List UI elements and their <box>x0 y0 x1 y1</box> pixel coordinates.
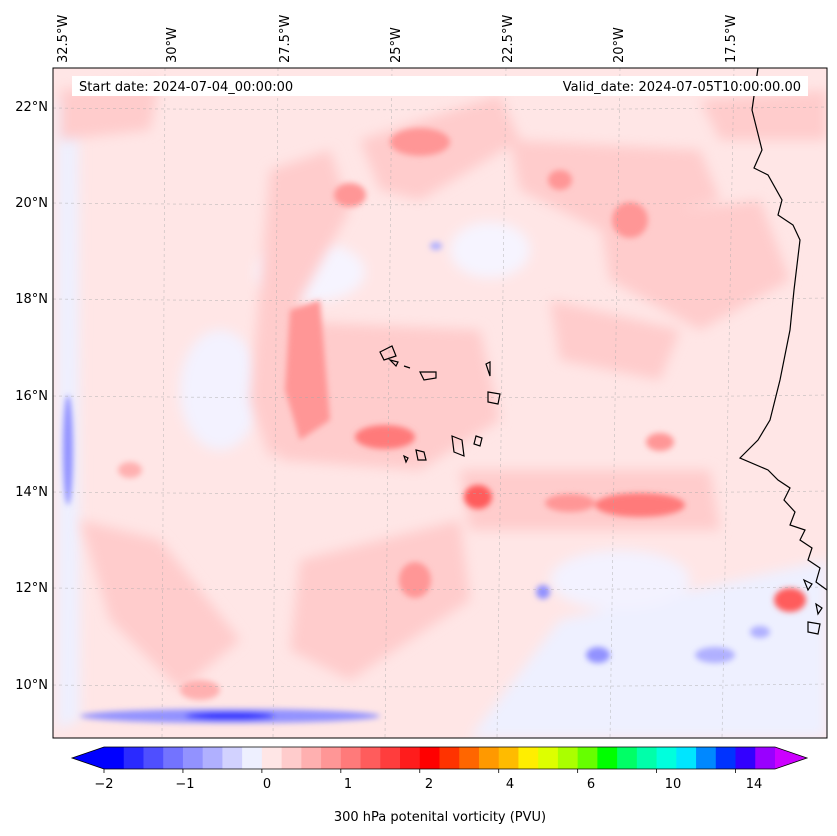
colorbar-cell <box>222 747 243 769</box>
lon-tick-label: 17.5°W <box>724 15 739 63</box>
colorbar-cell <box>617 747 638 769</box>
colorbar-over-arrow <box>775 747 807 769</box>
lat-tick-label: 12°N <box>15 581 48 596</box>
lat-tick-labels: 22°N 20°N 18°N 16°N 14°N 12°N 10°N <box>15 100 48 693</box>
start-date-label: Start date: 2024-07-04_00:00:00 <box>79 80 293 95</box>
colorbar-tick-label: 4 <box>506 777 514 792</box>
colorbar-cell <box>400 747 421 769</box>
valid-date-box <box>318 76 808 96</box>
start-date-box <box>72 76 318 96</box>
colorbar: −2 −1 0 1 2 4 6 10 14 300 hPa potenital … <box>70 746 809 825</box>
colorbar-cells <box>104 747 776 769</box>
colorbar-cell <box>459 747 480 769</box>
colorbar-cell <box>597 747 618 769</box>
colorbar-cell <box>242 747 263 769</box>
colorbar-cell <box>123 747 145 769</box>
colorbar-under-arrow <box>72 747 104 769</box>
lon-tick-label: 25°W <box>389 27 404 63</box>
map-panel <box>52 67 828 739</box>
lat-tick-label: 18°N <box>15 292 48 307</box>
valid-date-label: Valid_date: 2024-07-05T10:00:00.00 <box>563 80 801 95</box>
lon-tick-label: 32.5°W <box>56 15 71 63</box>
colorbar-cell <box>656 747 677 769</box>
colorbar-tick-label: 10 <box>665 777 682 792</box>
lat-tick-label: 10°N <box>15 678 48 693</box>
colorbar-cell <box>478 747 500 769</box>
lon-tick-label: 20°W <box>612 27 627 63</box>
colorbar-cell <box>755 747 776 769</box>
colorbar-tick-label: 6 <box>587 777 595 792</box>
colorbar-cell <box>676 747 697 769</box>
map-frame <box>52 67 828 739</box>
colorbar-cell <box>261 747 283 769</box>
colorbar-cell <box>163 747 184 769</box>
colorbar-cell <box>301 747 322 769</box>
colorbar-cell <box>281 747 302 769</box>
colorbar-cell <box>360 747 381 769</box>
colorbar-cell <box>518 747 539 769</box>
colorbar-tick-label: −2 <box>94 777 113 792</box>
colorbar-tick-label: 2 <box>425 777 433 792</box>
coastline <box>379 68 827 635</box>
lon-tick-label: 27.5°W <box>278 15 293 63</box>
pv-field-high <box>118 128 806 700</box>
lat-tick-label: 16°N <box>15 389 48 404</box>
colorbar-cell <box>498 747 520 769</box>
colorbar-tick-labels: −2 −1 0 1 2 4 6 10 14 <box>94 777 762 792</box>
colorbar-tick-label: 1 <box>344 777 352 792</box>
lon-tick-label: 22.5°W <box>501 15 516 63</box>
colorbar-cell <box>636 747 658 769</box>
gridlines <box>53 68 827 738</box>
lat-tick-label: 22°N <box>15 100 48 115</box>
colorbar-cell <box>340 747 362 769</box>
colorbar-tick-label: 0 <box>263 777 271 792</box>
colorbar-cell <box>321 747 342 769</box>
colorbar-cell <box>182 747 204 769</box>
lon-tick-label: 30°W <box>165 27 180 63</box>
lat-tick-label: 20°N <box>15 196 48 211</box>
colorbar-cell <box>419 747 441 769</box>
colorbar-cell <box>202 747 224 769</box>
colorbar-cell <box>143 747 164 769</box>
colorbar-tick-label: 14 <box>746 777 763 792</box>
lat-tick-label: 14°N <box>15 485 48 500</box>
colorbar-cell <box>696 747 717 769</box>
colorbar-cell <box>735 747 756 769</box>
colorbar-cell <box>577 747 598 769</box>
colorbar-cell <box>104 747 125 769</box>
colorbar-ticks <box>103 769 736 773</box>
colorbar-tick-label: −1 <box>175 777 194 792</box>
colorbar-cell <box>557 747 579 769</box>
lon-tick-labels: 32.5°W 30°W 27.5°W 25°W 22.5°W 20°W 17.5… <box>56 15 739 63</box>
colorbar-cell <box>439 747 460 769</box>
colorbar-cell <box>538 747 559 769</box>
pv-field-negative <box>63 242 770 723</box>
colorbar-cell <box>380 747 401 769</box>
colorbar-cell <box>715 747 737 769</box>
colorbar-label: 300 hPa potenital vorticity (PVU) <box>334 810 546 825</box>
